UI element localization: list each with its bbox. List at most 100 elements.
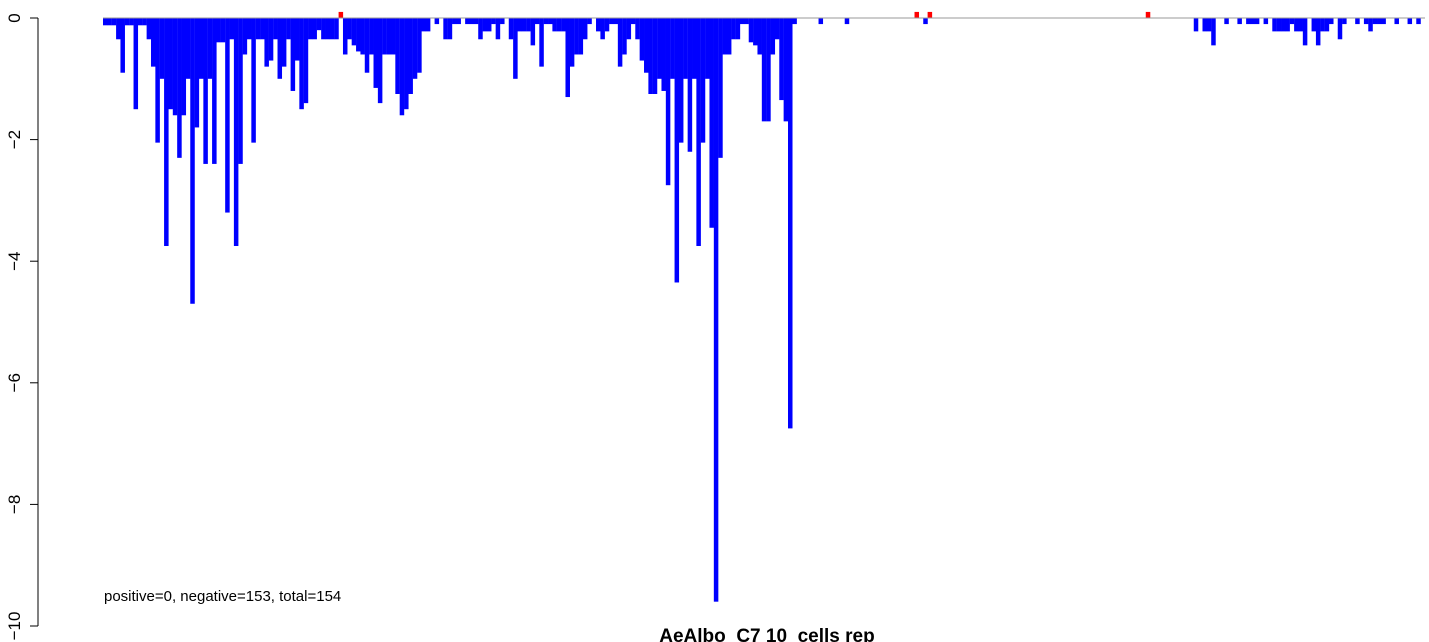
bar (561, 18, 566, 32)
bar (748, 18, 754, 43)
bar (255, 18, 261, 40)
bar (543, 18, 549, 25)
bar (264, 18, 269, 67)
bar (369, 18, 374, 55)
bar (334, 18, 339, 40)
bar (172, 18, 178, 116)
bar (1263, 18, 1269, 25)
bar (216, 18, 221, 43)
bar (1289, 18, 1295, 25)
bar (665, 18, 671, 186)
bar (648, 18, 653, 94)
bar (238, 18, 243, 164)
bar (713, 18, 719, 602)
bar (761, 18, 767, 122)
bar (129, 18, 134, 26)
bar (342, 18, 348, 55)
bar (578, 18, 584, 55)
bar (696, 18, 701, 246)
bar (281, 18, 287, 67)
bar (622, 18, 627, 55)
bar (582, 18, 588, 40)
bar (644, 18, 649, 73)
bar (740, 18, 745, 25)
bar (779, 18, 784, 101)
bar (1298, 18, 1303, 32)
bar (347, 18, 352, 40)
bar (124, 18, 130, 26)
bar (652, 18, 658, 94)
bar (1363, 18, 1369, 25)
bar (757, 18, 762, 55)
bar (290, 18, 296, 91)
bar (212, 18, 217, 164)
bar (225, 18, 230, 213)
bar (185, 18, 191, 79)
bar (630, 18, 636, 25)
bar (491, 18, 496, 25)
bar (1224, 18, 1229, 25)
bar (133, 18, 139, 110)
bar (103, 18, 108, 26)
bar (844, 18, 850, 25)
bar (574, 18, 579, 55)
bar (788, 18, 793, 429)
bar (521, 18, 527, 32)
bar (744, 18, 749, 25)
bar (159, 18, 165, 79)
y-tick-label: −4 (5, 252, 24, 271)
bar (700, 18, 706, 143)
bar (1302, 18, 1308, 46)
bar (373, 18, 379, 88)
bar (609, 18, 614, 25)
bar (273, 18, 278, 40)
bar (1211, 18, 1216, 46)
bar (1342, 18, 1347, 25)
bar (1355, 18, 1360, 25)
bar (390, 18, 396, 55)
bar (1337, 18, 1343, 40)
bar (569, 18, 575, 67)
bar (203, 18, 208, 164)
bar (635, 18, 640, 40)
bar (1246, 18, 1251, 25)
bar (181, 18, 187, 116)
bar (150, 18, 156, 67)
bar (299, 18, 304, 110)
bar (718, 18, 723, 158)
bar (1276, 18, 1282, 32)
bar (1294, 18, 1299, 32)
bar (486, 18, 492, 32)
bar (1193, 18, 1199, 32)
bar (447, 18, 453, 40)
bar (508, 18, 514, 40)
bar (417, 18, 422, 73)
bar (661, 18, 666, 91)
bar (146, 18, 152, 40)
bar (1206, 18, 1212, 32)
bar (190, 18, 195, 304)
bar (735, 18, 741, 40)
bar (107, 18, 112, 26)
bar (469, 18, 475, 25)
bar (1324, 18, 1330, 32)
bar (692, 18, 697, 79)
y-tick-label: −8 (5, 495, 24, 514)
bar (766, 18, 771, 122)
bar (770, 18, 776, 55)
bar (587, 18, 592, 25)
bar (1407, 18, 1413, 25)
bar (351, 18, 357, 46)
bar (198, 18, 204, 79)
bar (753, 18, 758, 46)
y-tick-label: 0 (5, 13, 24, 22)
bar (478, 18, 483, 40)
y-tick-label: −2 (5, 130, 24, 149)
bar (722, 18, 728, 55)
chart-title: AeAlbo_C7 10_cells rep (659, 626, 874, 642)
bar (364, 18, 370, 73)
bar (731, 18, 736, 40)
bar (316, 18, 322, 31)
bar (539, 18, 544, 67)
bar (534, 18, 540, 25)
